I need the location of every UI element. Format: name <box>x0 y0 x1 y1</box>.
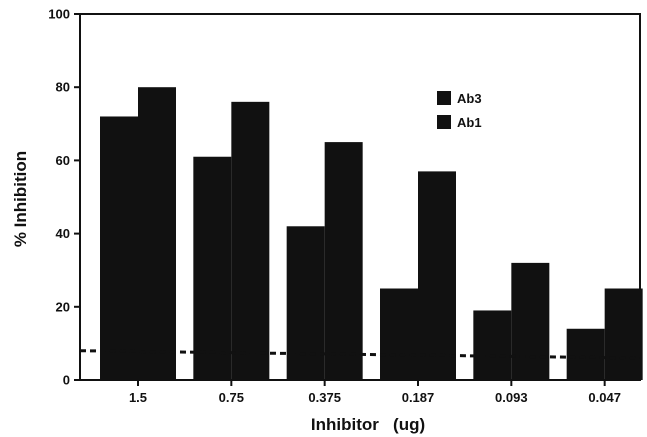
x-tick-label: 1.5 <box>129 390 147 405</box>
bar-ab1 <box>511 262 550 380</box>
bar-ab3 <box>566 328 605 380</box>
y-tick-label: 100 <box>48 7 70 22</box>
bar-ab1 <box>324 142 363 380</box>
x-tick-label: 0.375 <box>308 390 341 405</box>
bar-ab3 <box>286 226 325 380</box>
legend-swatch-ab3 <box>437 91 451 105</box>
bar-ab1 <box>604 288 643 380</box>
x-axis-title: Inhibitor (ug) <box>311 415 425 434</box>
y-axis-title: % Inhibition <box>11 151 30 247</box>
x-tick-label: 0.047 <box>588 390 621 405</box>
y-tick-label: 80 <box>56 80 70 95</box>
legend-swatch-ab1 <box>437 115 451 129</box>
y-tick-label: 0 <box>63 373 70 388</box>
legend-label-ab1: Ab1 <box>457 115 482 130</box>
bar-ab3 <box>100 116 138 380</box>
bar-ab1 <box>231 101 270 380</box>
legend: Ab3 Ab1 <box>437 91 482 130</box>
bar-ab3 <box>380 288 418 380</box>
x-tick-label: 0.093 <box>495 390 528 405</box>
legend-label-ab3: Ab3 <box>457 91 482 106</box>
y-tick-label: 40 <box>56 226 70 241</box>
y-tick-label: 20 <box>56 299 70 314</box>
bar-ab1 <box>418 171 456 380</box>
y-tick-label: 60 <box>56 153 70 168</box>
x-tick-label: 0.75 <box>219 390 244 405</box>
bar-ab3 <box>193 156 232 380</box>
plot-area: 0 20 40 60 80 100 1.5 0.75 0.375 0.187 0.093 0.047 <box>48 7 643 405</box>
bar-ab1 <box>138 87 176 380</box>
bar-ab3 <box>473 310 512 380</box>
baseline-dashed-line <box>79 349 641 360</box>
x-tick-label: 0.187 <box>402 390 435 405</box>
